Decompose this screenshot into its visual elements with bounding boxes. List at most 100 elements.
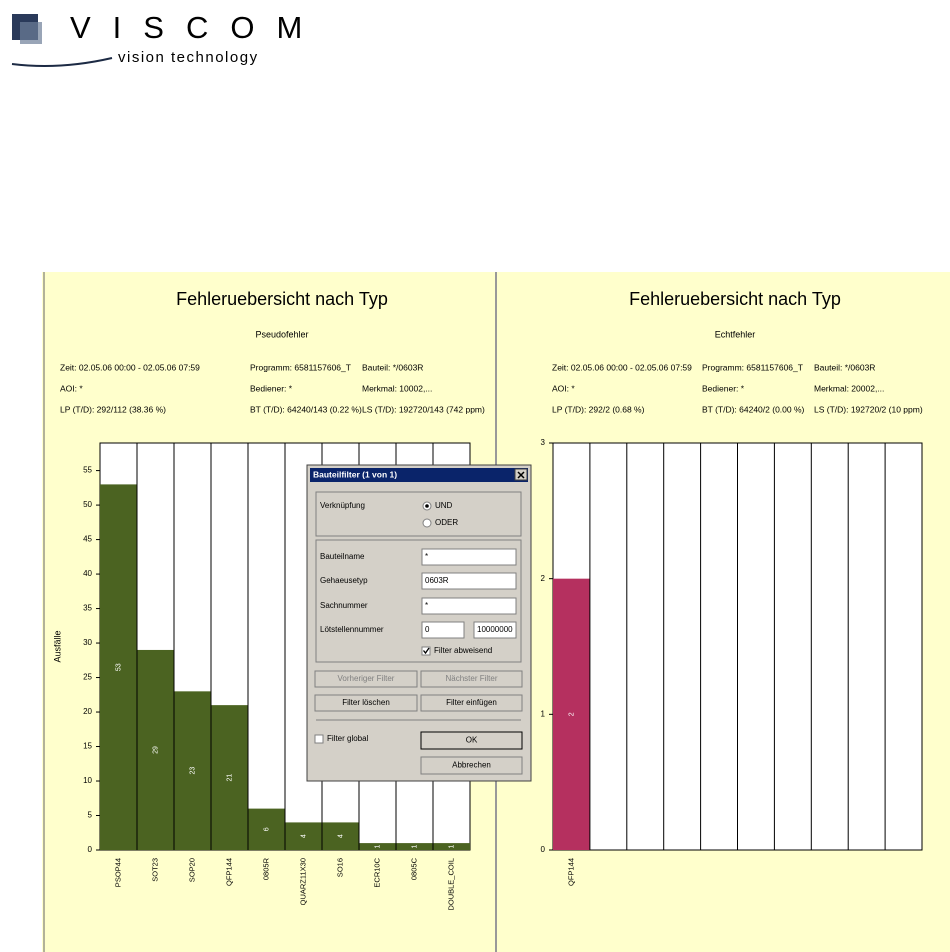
field-label: Lötstellennummer — [320, 625, 384, 634]
report-info: Programm: 6581157606_T — [250, 362, 351, 372]
button-label: Filter löschen — [342, 698, 390, 707]
logo-tagline: vision technology — [118, 49, 259, 66]
bar — [322, 822, 359, 850]
bar-value-label: 2 — [568, 712, 575, 716]
button-label: Vorheriger Filter — [338, 674, 395, 683]
y-tick-label: 20 — [83, 707, 92, 716]
report-info: BT (T/D): 64240/2 (0.00 %) — [702, 404, 805, 414]
dialog-title: Bauteilfilter (1 von 1) — [313, 469, 397, 479]
report-info: BT (T/D): 64240/143 (0.22 %) — [250, 404, 362, 414]
logo-swoosh — [11, 57, 113, 67]
input-value: * — [425, 601, 428, 610]
button[interactable] — [420, 694, 523, 712]
button[interactable] — [314, 694, 418, 712]
x-tick-label: SOP20 — [187, 858, 196, 882]
x-tick-label: SO16 — [335, 858, 344, 877]
report-info: Merkmal: 20002,... — [814, 383, 884, 393]
button-label: Abbrechen — [452, 761, 491, 770]
text-input[interactable] — [421, 572, 517, 590]
bar — [553, 578, 590, 850]
bar — [174, 691, 211, 850]
radio-label: ODER — [435, 518, 458, 527]
button[interactable] — [420, 756, 523, 775]
group-box — [315, 491, 522, 537]
bar — [137, 649, 174, 850]
x-tick-label: SOT23 — [150, 858, 159, 882]
chart-subtitle: Echtfehler — [715, 329, 756, 339]
y-tick-label: 2 — [541, 574, 546, 583]
input-value: 10000000 — [477, 625, 513, 634]
bar-value-label: 6 — [263, 827, 270, 831]
text-input[interactable] — [473, 621, 517, 639]
x-tick-label: 0805C — [409, 857, 418, 880]
input-value: 0 — [425, 625, 430, 634]
bar — [359, 843, 396, 850]
button — [420, 670, 523, 688]
y-tick-label: 0 — [88, 845, 93, 854]
report-info: LP (T/D): 292/2 (0.68 %) — [552, 404, 645, 414]
y-tick-label: 15 — [83, 742, 92, 751]
y-tick-label: 40 — [83, 569, 92, 578]
y-tick-label: 3 — [541, 438, 546, 447]
chart-title: Fehleruebersicht nach Typ — [176, 289, 388, 309]
report-info: Bediener: * — [250, 383, 293, 393]
report-info: LP (T/D): 292/112 (38.36 %) — [60, 404, 166, 414]
bar-value-label: 21 — [226, 774, 233, 782]
y-tick-label: 25 — [83, 673, 92, 682]
checkbox[interactable] — [314, 734, 324, 744]
button[interactable] — [420, 731, 523, 750]
bar-value-label: 4 — [337, 834, 344, 838]
text-input[interactable] — [421, 548, 517, 566]
button-label: Nächster Filter — [445, 674, 497, 683]
y-tick-label: 10 — [83, 776, 92, 785]
x-tick-label: PSOP44 — [113, 858, 122, 887]
y-tick-label: 5 — [88, 811, 93, 820]
radio-button[interactable] — [422, 518, 432, 528]
bar — [285, 822, 322, 850]
text-input[interactable] — [421, 597, 517, 615]
button-label: Filter einfügen — [446, 698, 497, 707]
field-label: Gehaeusetyp — [320, 576, 368, 585]
report-info: Bauteil: */0603R — [814, 362, 875, 372]
chart-title: Fehleruebersicht nach Typ — [629, 289, 841, 309]
checkbox-label: Filter global — [327, 734, 369, 743]
report-info: Programm: 6581157606_T — [702, 362, 803, 372]
report-info: Bauteil: */0603R — [362, 362, 423, 372]
checkbox[interactable] — [421, 646, 431, 656]
y-tick-label: 35 — [83, 604, 92, 613]
y-tick-label: 0 — [541, 845, 546, 854]
report-info: LS (T/D): 192720/2 (10 ppm) — [814, 404, 923, 414]
field-label: Verknüpfung — [320, 501, 365, 510]
report-info: LS (T/D): 192720/143 (742 ppm) — [362, 404, 485, 414]
bar-value-label: 4 — [300, 834, 307, 838]
bar-value-label: 53 — [115, 663, 122, 671]
y-tick-label: 30 — [83, 638, 92, 647]
y-axis-label: Ausfälle — [52, 630, 62, 662]
y-tick-label: 45 — [83, 535, 92, 544]
x-tick-label: QFP144 — [224, 858, 233, 886]
field-label: Sachnummer — [320, 601, 368, 610]
bar-value-label: 29 — [152, 746, 159, 754]
logo-name: VISCOM — [70, 10, 324, 45]
bar — [211, 705, 248, 850]
y-tick-label: 50 — [83, 500, 92, 509]
bar-value-label: 23 — [189, 767, 196, 775]
close-icon — [517, 471, 525, 479]
button — [314, 670, 418, 688]
button-label: OK — [466, 736, 478, 745]
text-input[interactable] — [421, 621, 465, 639]
group-box — [315, 539, 522, 663]
input-value: 0603R — [425, 576, 449, 585]
chart-subtitle: Pseudofehler — [255, 329, 308, 339]
bar — [433, 843, 470, 850]
checkbox-label: Filter abweisend — [434, 646, 492, 655]
bar — [248, 808, 285, 850]
check-mark — [422, 647, 430, 655]
report-info: Bediener: * — [702, 383, 745, 393]
x-tick-label: DOUBLE_COIL — [446, 858, 455, 911]
radio-label: UND — [435, 501, 453, 510]
report-info: AOI: * — [60, 383, 83, 393]
x-tick-label: 0805R — [261, 857, 270, 880]
field-label: Bauteilname — [320, 552, 365, 561]
